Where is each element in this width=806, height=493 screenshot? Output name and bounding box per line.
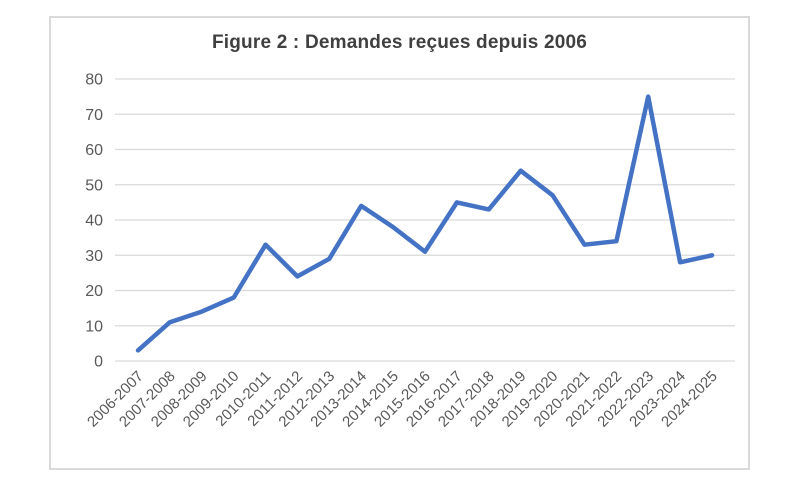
y-tick-label: 20 bbox=[85, 283, 103, 300]
chart-frame: Figure 2 : Demandes reçues depuis 2006 0… bbox=[49, 16, 750, 470]
y-tick-label: 80 bbox=[85, 72, 103, 89]
y-tick-label: 50 bbox=[85, 177, 103, 194]
y-tick-label: 10 bbox=[85, 318, 103, 335]
line-chart-plot: 010203040506070802006-20072007-20082008-… bbox=[84, 72, 735, 431]
data-series-line bbox=[135, 94, 715, 353]
y-tick-label: 0 bbox=[94, 354, 103, 371]
y-tick-label: 60 bbox=[85, 142, 103, 159]
y-tick-label: 40 bbox=[85, 213, 103, 230]
y-tick-label: 30 bbox=[85, 248, 103, 265]
chart-title: Figure 2 : Demandes reçues depuis 2006 bbox=[211, 32, 588, 53]
y-tick-label: 70 bbox=[85, 107, 103, 124]
